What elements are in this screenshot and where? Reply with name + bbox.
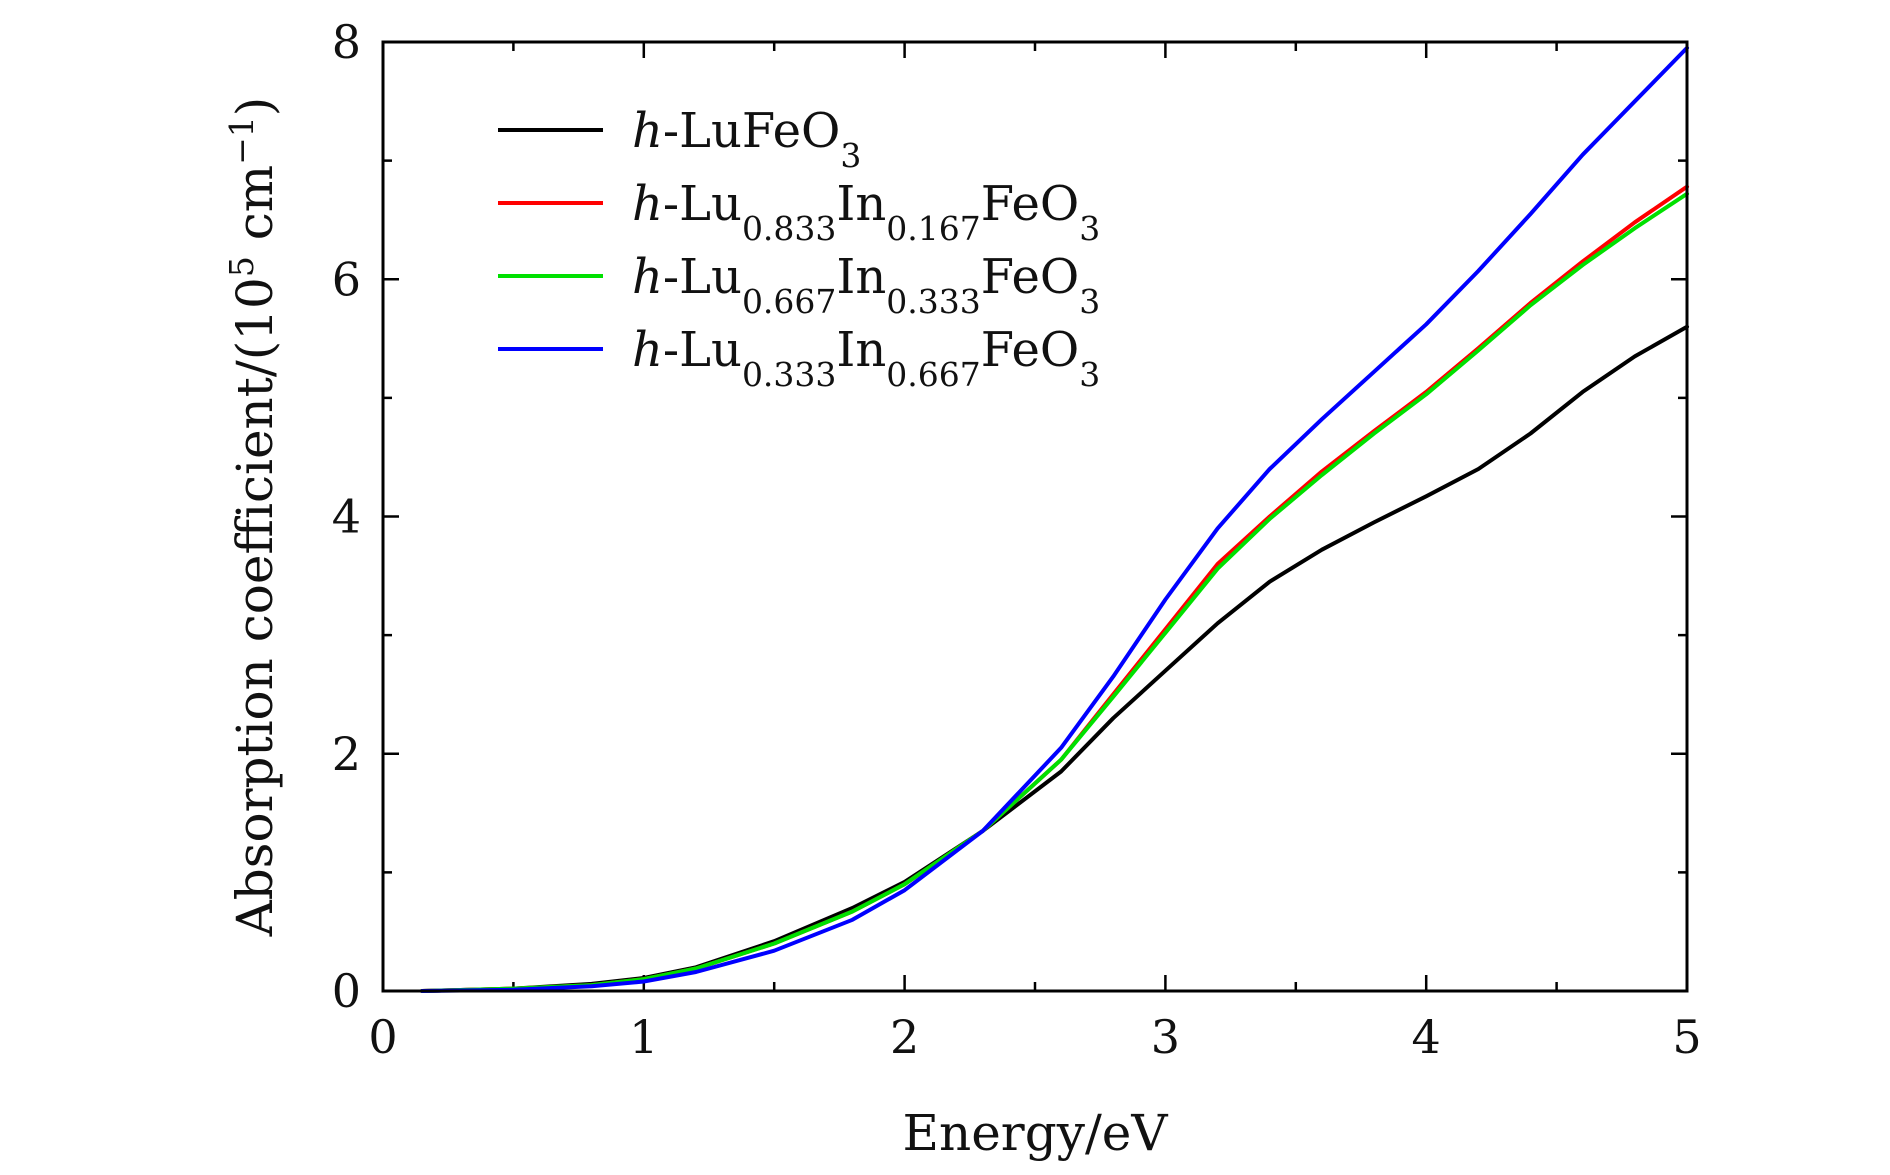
y-axis-label-close: ) [226,97,284,117]
y-axis-label-unit-sup: −1 [222,116,261,165]
series-line-4 [420,45,1689,993]
series-line-1 [420,324,1689,993]
legend-label: h-Lu0.667In0.333FeO3 [632,249,1100,321]
legend: h-LuFeO3h-Lu0.833In0.167FeO3h-Lu0.667In0… [498,103,1100,394]
legend-label: h-Lu0.833In0.167FeO3 [632,176,1100,248]
legend-label: h-LuFeO3 [632,103,861,175]
y-tick-label: 0 [332,964,361,1018]
y-tick-label: 8 [332,15,361,69]
x-tick-label: 4 [1412,1010,1441,1064]
x-tick-label: 3 [1151,1010,1180,1064]
legend-entry-3: h-Lu0.667In0.333FeO3 [498,249,1100,321]
y-axis-label: Absorption coefficient/(105 cm−1) [222,97,285,938]
tick-labels: 0 1 2 3 4 5 0 2 4 6 8 [332,15,1702,1064]
y-axis-label-sup: 5 [222,256,261,277]
series-line-2 [420,184,1689,993]
y-axis-label-main: Absorption coefficient/(10 [226,277,284,937]
x-axis-label: Energy/eV [903,1104,1169,1162]
y-tick-label: 6 [332,252,361,306]
x-tick-label: 0 [368,1010,397,1064]
series-line-3 [420,191,1689,993]
legend-entry-4: h-Lu0.333In0.667FeO3 [498,322,1100,394]
plot-frame [381,40,1689,993]
legend-entry-1: h-LuFeO3 [498,103,861,175]
y-axis-label-unit: cm [226,165,284,256]
y-tick-label: 2 [332,727,361,781]
x-tick-label: 5 [1672,1010,1701,1064]
series-lines [420,45,1689,993]
legend-entry-2: h-Lu0.833In0.167FeO3 [498,176,1100,248]
y-tick-label: 4 [332,490,361,544]
legend-label: h-Lu0.333In0.667FeO3 [632,322,1100,394]
x-tick-label: 2 [890,1010,919,1064]
x-tick-label: 1 [629,1010,658,1064]
